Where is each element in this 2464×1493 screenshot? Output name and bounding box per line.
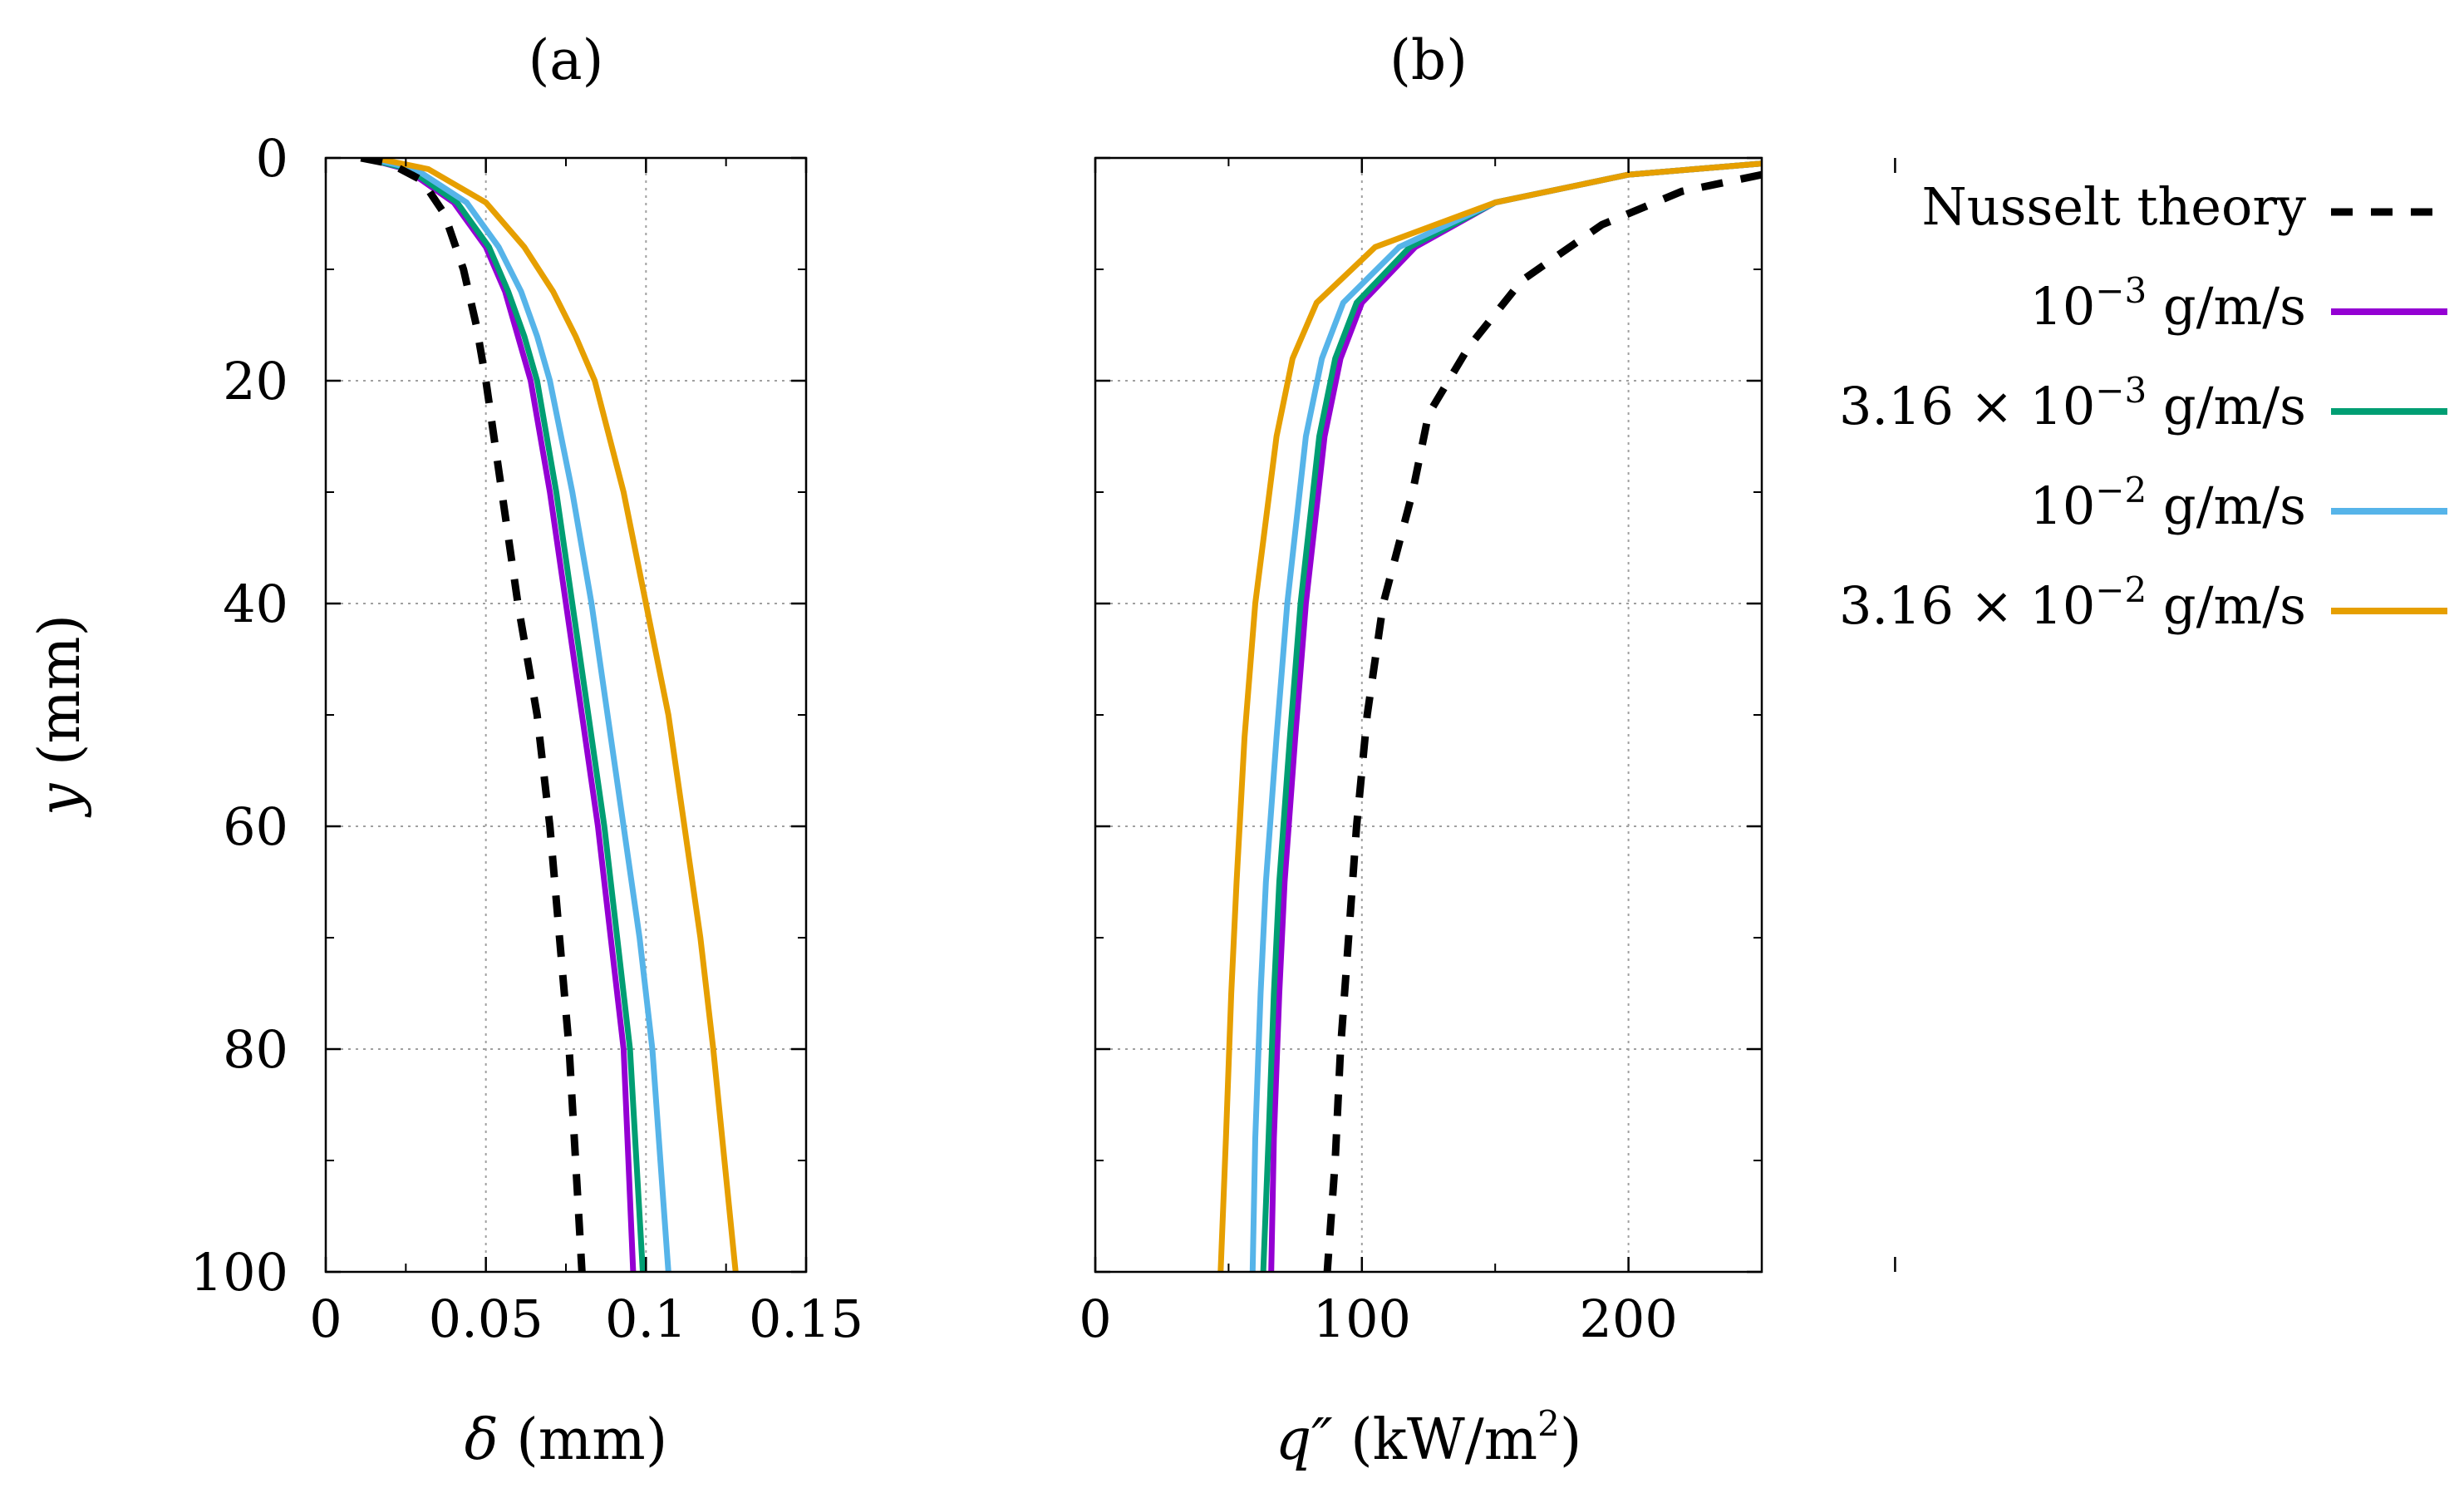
series-line-s316e-3-a [363,158,646,1272]
series-line-nusselt-a [360,158,586,1272]
legend-swatches [2331,208,2447,614]
panel-title-a: (a) [529,28,604,92]
plot-frame-b [1094,156,1763,1274]
x-tick-label: 100 [1313,1289,1411,1349]
y-tick-label: 80 [223,1019,288,1080]
x-axis-symbol-a: δ [465,1407,499,1473]
series-line-s316e-2-a [373,158,739,1272]
grid-a [326,158,806,1272]
x-axis-label-a: δ (mm) [465,1407,668,1473]
y-axis-label-a: y (mm) [27,614,93,818]
x-tick-label: 200 [1579,1289,1677,1349]
x-axis-symbol-b: q″ [1276,1407,1333,1473]
series-a [360,158,739,1272]
legend-label-s1e-3: 10−3 g/m/s [2029,270,2306,337]
series-line-s1e-2-a [366,158,671,1272]
y-tick-label: 100 [190,1242,288,1303]
y-tick-label: 0 [256,128,288,189]
ticks-a: 0 0.05 0.1 0.15 0 20 40 60 80 100 [190,128,863,1349]
y-tick-label: 20 [223,351,288,411]
grid-b [1095,158,1762,1272]
y-tick-label: 40 [223,574,288,634]
x-axis-sup-b: 2 [1537,1403,1560,1444]
y-tick-label: 60 [223,796,288,857]
legend-label-s316e-2: 3.16 × 10−2 g/m/s [1839,569,2306,636]
x-tick-label: 0.05 [429,1289,543,1349]
panel-title-b: (b) [1389,28,1468,92]
x-tick-label: 0 [309,1289,342,1349]
series-line-nusselt-b [1323,170,1762,1272]
legend-label-s316e-3: 3.16 × 10−3 g/m/s [1839,370,2306,436]
x-tick-label: 0.15 [749,1289,863,1349]
series-line-s316e-2-b [1217,160,1762,1272]
panel-b: 0 100 200 (b) q″ (kW/m2) [1079,28,1896,1473]
panel-a: 0 0.05 0.1 0.15 0 20 40 60 80 100 (a) δ (mm) y (m… [27,28,863,1473]
series-b [1217,160,1762,1272]
legend: Nusselt theory 10−3 g/m/s 3.16 × 10−3 g/… [1839,176,2447,636]
legend-label-s1e-2: 10−2 g/m/s [2029,470,2306,536]
plot-frame-a [324,156,808,1274]
x-tick-label: 0.1 [605,1289,687,1349]
y-axis-symbol-a: y [27,782,93,818]
x-tick-label: 0 [1079,1289,1111,1349]
x-axis-unit-b: (kW/m [1333,1407,1538,1473]
ticks-b: 0 100 200 [1079,156,1896,1349]
series-line-s1e-2-b [1249,160,1762,1272]
legend-label-nusselt: Nusselt theory [1922,176,2307,237]
x-axis-unit-a: (mm) [499,1407,668,1473]
x-axis-close-b: ) [1560,1407,1582,1473]
series-line-s1e-3-a [363,158,637,1272]
y-axis-unit-a: (mm) [27,614,93,784]
x-axis-label-b: q″ (kW/m2) [1276,1403,1582,1473]
